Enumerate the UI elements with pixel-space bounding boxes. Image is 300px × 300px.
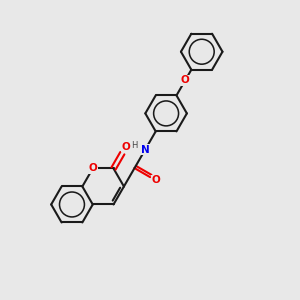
Text: O: O [88, 164, 97, 173]
Text: O: O [181, 75, 190, 85]
Text: N: N [141, 145, 149, 155]
Text: O: O [122, 142, 130, 152]
Text: H: H [131, 141, 137, 150]
Text: O: O [152, 176, 160, 185]
